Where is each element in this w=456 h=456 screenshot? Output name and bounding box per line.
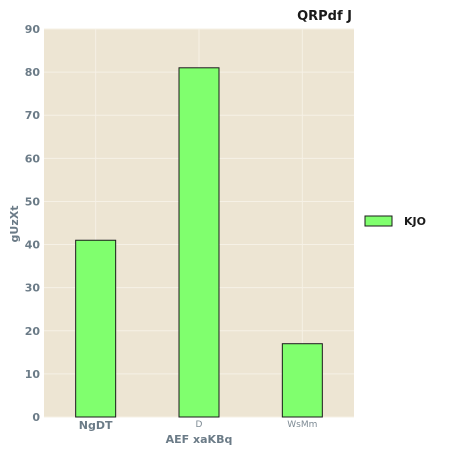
bar-ngdt xyxy=(76,240,116,417)
y-axis-label: gUzXt xyxy=(8,206,21,243)
x-axis-label: AEF xaKBq xyxy=(166,433,233,446)
y-tick-label: 60 xyxy=(25,152,41,165)
y-tick-label: 40 xyxy=(25,239,41,252)
x-tick-label: D xyxy=(196,420,203,430)
x-tick-label: NgDT xyxy=(79,419,113,432)
y-tick-label: 20 xyxy=(25,325,41,338)
x-tick-label: WsMm xyxy=(287,420,317,430)
bar-wsmm xyxy=(282,344,322,417)
y-tick-label: 80 xyxy=(25,66,41,79)
y-tick-label: 10 xyxy=(25,368,41,381)
y-tick-label: 30 xyxy=(25,282,41,295)
legend-swatch xyxy=(365,216,392,226)
y-tick-label: 0 xyxy=(32,411,40,424)
legend-label: KJO xyxy=(404,215,426,228)
bar-d xyxy=(179,68,219,417)
y-tick-label: 50 xyxy=(25,195,41,208)
y-tick-label: 90 xyxy=(25,23,41,36)
y-tick-label: 70 xyxy=(25,109,41,122)
chart-title: QRPdf J xyxy=(297,9,352,24)
legend: KJO xyxy=(365,215,426,228)
y-axis-ticks: 0 10 20 30 40 50 60 70 80 90 xyxy=(25,23,41,424)
x-axis-ticks: NgDT D WsMm xyxy=(79,419,318,432)
